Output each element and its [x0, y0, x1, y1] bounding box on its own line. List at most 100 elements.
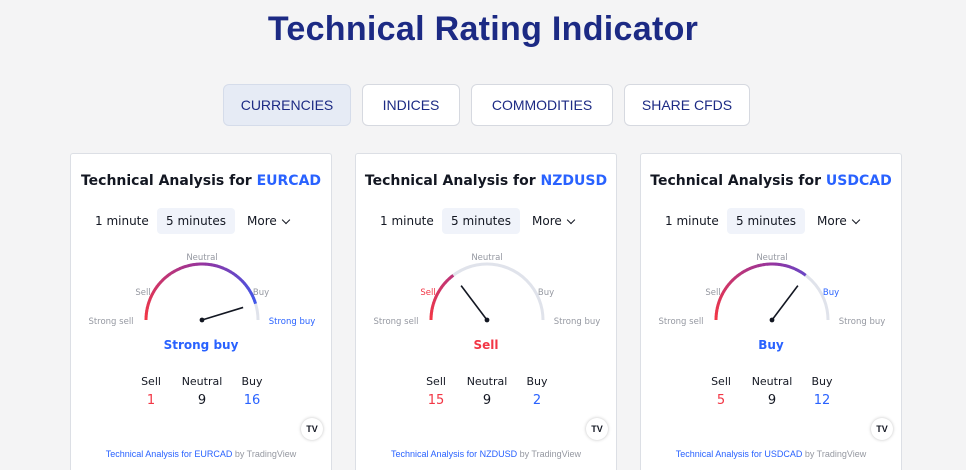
- gauge-needle-pivot: [199, 317, 205, 323]
- count-buy: Buy 16: [222, 375, 282, 408]
- technical-analysis-widget-usdcad: Technical Analysis for USDCAD 1 minute 5…: [640, 153, 902, 470]
- widget-title-prefix: Technical Analysis for: [364, 173, 536, 189]
- gauge-label-sell: Sell: [420, 288, 435, 298]
- chevron-down-icon: [281, 215, 290, 225]
- interval-more-dropdown[interactable]: More: [523, 208, 583, 234]
- count-sell: Sell 1: [121, 375, 181, 408]
- tab-share-cfds[interactable]: SHARE CFDS: [624, 84, 750, 126]
- count-sell: Sell 15: [406, 375, 466, 408]
- widget-footer: Technical Analysis for NZDUSD by Trading…: [356, 449, 616, 459]
- gauge-label-sell: Sell: [705, 288, 720, 298]
- widget-footer: Technical Analysis for EURCAD by Trading…: [71, 449, 331, 459]
- count-buy-value: 2: [532, 393, 542, 408]
- interval-1-minute[interactable]: 1 minute: [95, 214, 149, 228]
- widget-title-prefix: Technical Analysis for: [80, 173, 252, 189]
- chevron-down-icon: [566, 215, 575, 225]
- gauge-label-buy: Buy: [253, 288, 269, 298]
- widget-title: Technical Analysis for NZDUSD: [356, 173, 616, 189]
- rating-gauge: Strong sell Sell Neutral Buy Strong buy: [88, 253, 316, 327]
- tradingview-logo-icon[interactable]: TV: [301, 418, 323, 440]
- gauge-label-strong-sell: Strong sell: [88, 317, 133, 327]
- count-sell-value: 1: [146, 393, 156, 408]
- rating-verdict: Buy: [758, 338, 784, 352]
- interval-5-minutes[interactable]: 5 minutes: [442, 208, 521, 234]
- signal-counts: Sell 15 Neutral 9 Buy 2: [356, 375, 616, 415]
- interval-more-label: More: [532, 214, 562, 228]
- gauge-track: [429, 262, 545, 321]
- widget-symbol[interactable]: USDCAD: [825, 173, 892, 189]
- gauge-arc-segment: [450, 274, 455, 279]
- count-buy: Buy 2: [507, 375, 567, 408]
- gauge-label-strong-buy: Strong buy: [839, 317, 886, 327]
- footer-link[interactable]: Technical Analysis for NZDUSD: [391, 449, 518, 459]
- gauge-needle-pivot: [484, 317, 490, 323]
- gauge-arc-segment: [253, 300, 257, 305]
- gauge-needle: [460, 285, 488, 321]
- gauge-track: [144, 262, 260, 321]
- gauge-needle-pivot: [769, 317, 775, 323]
- gauge-track: [714, 262, 830, 321]
- count-neutral: Neutral 9: [457, 375, 517, 408]
- interval-5-minutes[interactable]: 5 minutes: [727, 208, 806, 234]
- gauge-label-neutral: Neutral: [186, 253, 217, 263]
- count-sell-value: 15: [427, 393, 445, 408]
- rating-verdict: Sell: [473, 338, 499, 352]
- footer-link[interactable]: Technical Analysis for USDCAD: [675, 449, 803, 459]
- gauge-label-neutral: Neutral: [756, 253, 787, 263]
- gauge-label-buy: Buy: [823, 288, 839, 298]
- tradingview-logo-icon[interactable]: TV: [586, 418, 608, 440]
- interval-5-minutes[interactable]: 5 minutes: [157, 208, 236, 234]
- gauge-label-strong-buy: Strong buy: [554, 317, 601, 327]
- count-neutral-label: Neutral: [181, 375, 223, 388]
- gauge-needle: [201, 306, 244, 321]
- signal-counts: Sell 5 Neutral 9 Buy 12: [641, 375, 901, 415]
- rating-verdict: Strong buy: [163, 338, 239, 352]
- count-buy: Buy 12: [792, 375, 852, 408]
- technical-analysis-widget-nzdusd: Technical Analysis for NZDUSD 1 minute 5…: [355, 153, 617, 470]
- interval-1-minute[interactable]: 1 minute: [380, 214, 434, 228]
- tab-indices[interactable]: INDICES: [362, 84, 460, 126]
- rating-gauge: Strong sell Sell Neutral Buy Strong buy: [373, 253, 601, 327]
- count-neutral-value: 9: [767, 393, 777, 408]
- interval-more-label: More: [817, 214, 847, 228]
- tab-commodities[interactable]: COMMODITIES: [471, 84, 613, 126]
- tradingview-logo-icon[interactable]: TV: [871, 418, 893, 440]
- widget-symbol[interactable]: NZDUSD: [540, 173, 608, 189]
- count-neutral: Neutral 9: [172, 375, 232, 408]
- interval-1-minute[interactable]: 1 minute: [665, 214, 719, 228]
- interval-selector: 1 minute 5 minutes More: [71, 208, 331, 234]
- count-sell-value: 5: [716, 393, 726, 408]
- widget-title-prefix: Technical Analysis for: [650, 173, 822, 189]
- count-sell: Sell 5: [691, 375, 751, 408]
- count-neutral: Neutral 9: [742, 375, 802, 408]
- footer-link[interactable]: Technical Analysis for EURCAD: [105, 449, 233, 459]
- gauge-label-buy: Buy: [538, 288, 554, 298]
- count-neutral-label: Neutral: [466, 375, 508, 388]
- technical-analysis-widget-eurcad: Technical Analysis for EURCAD 1 minute 5…: [70, 153, 332, 470]
- count-buy-value: 12: [813, 393, 831, 408]
- interval-more-dropdown[interactable]: More: [238, 208, 298, 234]
- gauge-label-sell: Sell: [135, 288, 150, 298]
- gauge-active-arc: [144, 262, 257, 321]
- gauge-label-strong-buy: Strong buy: [269, 317, 316, 327]
- count-buy-label: Buy: [241, 375, 263, 388]
- market-tabs: CURRENCIES INDICES COMMODITIES SHARE CFD…: [0, 84, 966, 126]
- count-neutral-value: 9: [197, 393, 207, 408]
- page-title: Technical Rating Indicator: [267, 10, 699, 48]
- interval-more-label: More: [247, 214, 277, 228]
- interval-selector: 1 minute 5 minutes More: [356, 208, 616, 234]
- interval-selector: 1 minute 5 minutes More: [641, 208, 901, 234]
- interval-more-dropdown[interactable]: More: [808, 208, 868, 234]
- footer-attribution: by TradingView: [234, 449, 297, 459]
- footer-attribution: by TradingView: [804, 449, 867, 459]
- gauge-label-neutral: Neutral: [471, 253, 502, 263]
- count-sell-label: Sell: [141, 375, 161, 388]
- widget-symbol[interactable]: EURCAD: [256, 173, 322, 189]
- count-sell-label: Sell: [426, 375, 446, 388]
- chevron-down-icon: [851, 215, 860, 225]
- tab-currencies[interactable]: CURRENCIES: [223, 84, 351, 126]
- gauge-label-strong-sell: Strong sell: [373, 317, 418, 327]
- gauge-active-arc: [429, 274, 455, 321]
- gauge-label-strong-sell: Strong sell: [658, 317, 703, 327]
- gauge-arc-segment: [802, 272, 807, 277]
